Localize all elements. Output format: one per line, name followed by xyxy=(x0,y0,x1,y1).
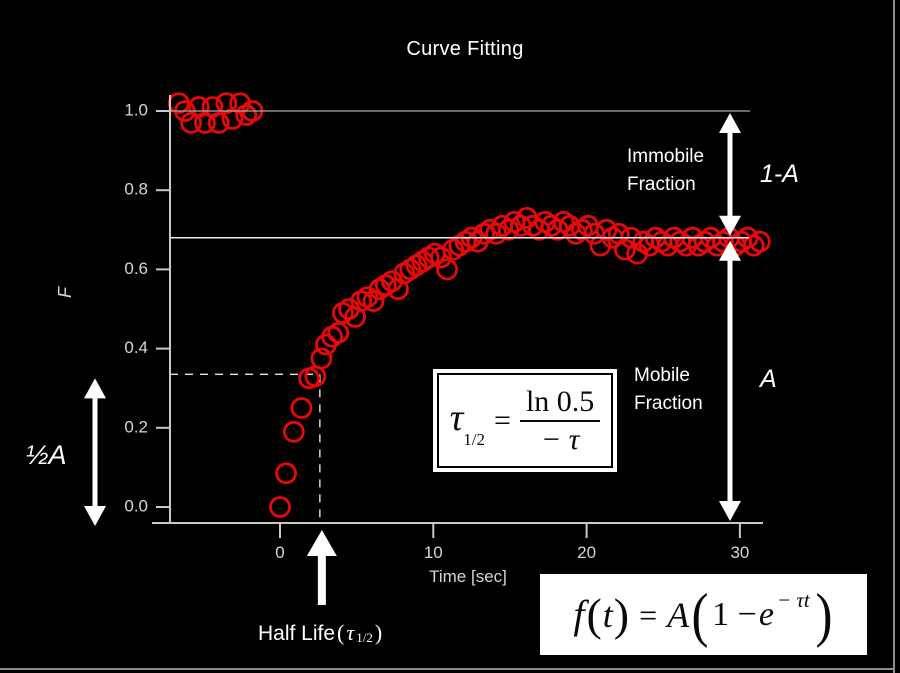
data-point xyxy=(614,238,636,261)
y-tick-label: 0.8 xyxy=(124,180,148,199)
half-amplitude-arrow-head xyxy=(84,378,106,399)
tau-symbol: τ xyxy=(346,620,355,645)
formula-fraction: ln 0.5 − τ xyxy=(519,384,601,456)
slide-bottom-edge xyxy=(0,668,895,670)
half-life-formula: τ1/2 = ln 0.5 − τ xyxy=(437,373,613,468)
x-axis-label: Time [sec] xyxy=(429,567,507,586)
one-minus-a-label: 1-A xyxy=(760,160,799,188)
x-tick-label: 30 xyxy=(730,543,749,562)
formula-exponent: − τt xyxy=(776,588,810,612)
tau-subscript: 1/2 xyxy=(356,630,373,645)
mobile-fraction-label: Mobile Fraction xyxy=(634,365,703,414)
y-tick-label: 1.0 xyxy=(124,100,148,119)
formula-amplitude: A xyxy=(667,594,690,635)
immobile-fraction-arrow-head xyxy=(719,215,741,236)
immobile-fraction-arrow-shaft xyxy=(727,130,733,219)
half-life-arrow-head xyxy=(306,530,337,556)
a-label: A xyxy=(760,365,777,393)
y-tick-label: 0.4 xyxy=(124,338,148,357)
data-point xyxy=(290,397,313,419)
formula-e: e xyxy=(758,595,774,633)
immobile-fraction-arrow xyxy=(719,113,741,236)
mobile-fraction-arrow-head xyxy=(719,240,741,261)
half-a-label: ½A xyxy=(26,440,67,470)
chart-title: Curve Fitting xyxy=(406,38,524,60)
half-life-arrow xyxy=(306,530,337,605)
x-tick-label: 10 xyxy=(424,543,443,562)
close-paren: ) xyxy=(613,588,630,640)
data-point xyxy=(362,290,385,313)
fraction-bar xyxy=(519,419,601,422)
data-point xyxy=(269,496,291,518)
y-tick-label: 0.0 xyxy=(124,496,148,515)
half-life-close-paren: ) xyxy=(374,620,383,645)
half-amplitude-arrow-head xyxy=(84,506,106,526)
immobile-fraction-arrow-head xyxy=(719,113,741,133)
x-tick-label: 0 xyxy=(275,543,284,562)
data-point xyxy=(327,321,350,344)
x-tick-label: 20 xyxy=(577,543,596,562)
formula-tau-sub: 1/2 xyxy=(463,429,486,449)
formula-equals: = xyxy=(639,596,658,633)
formula-t: t xyxy=(602,594,613,635)
mobile-fraction-arrow xyxy=(719,240,741,521)
mobile-fraction-arrow-shaft xyxy=(727,257,733,504)
data-point xyxy=(436,258,459,281)
mobile-fraction-arrow-head xyxy=(719,501,741,521)
formula-f: f xyxy=(573,591,585,637)
data-point xyxy=(310,347,333,370)
big-close-paren: ) xyxy=(815,581,833,648)
y-tick-label: 0.2 xyxy=(124,417,148,436)
half-life-label: Half Life (τ 1/2) xyxy=(258,620,382,646)
y-tick-label: 0.6 xyxy=(124,259,148,278)
data-point xyxy=(207,112,230,134)
half-amplitude-arrow xyxy=(84,378,106,526)
formula-lhs: τ1/2 xyxy=(449,397,485,448)
immobile-fraction-label: Immobile Fraction xyxy=(627,146,705,195)
formula-equals: = xyxy=(494,403,511,437)
data-point xyxy=(748,230,771,253)
slide-right-edge xyxy=(893,0,895,673)
formula-body: 1 − xyxy=(712,595,757,633)
y-axis-label: F xyxy=(55,287,75,298)
formula-tau: τ xyxy=(449,397,464,440)
half-life-formula-box: τ1/2 = ln 0.5 − τ xyxy=(433,369,617,472)
formula-numerator: ln 0.5 xyxy=(525,384,595,418)
half-amplitude-arrow-shaft xyxy=(92,395,98,509)
half-life-open-paren: ( xyxy=(337,620,345,645)
formula-denominator: − τ xyxy=(540,422,580,456)
half-life-text: Half Life xyxy=(258,622,336,645)
half-life-arrow-shaft xyxy=(317,553,326,605)
data-point xyxy=(275,462,298,485)
data-point xyxy=(282,420,305,443)
big-open-paren: ( xyxy=(691,581,709,648)
recovery-formula-box: f ( t ) = A ( 1 − e − τt ) xyxy=(540,574,867,655)
open-paren: ( xyxy=(586,588,602,640)
